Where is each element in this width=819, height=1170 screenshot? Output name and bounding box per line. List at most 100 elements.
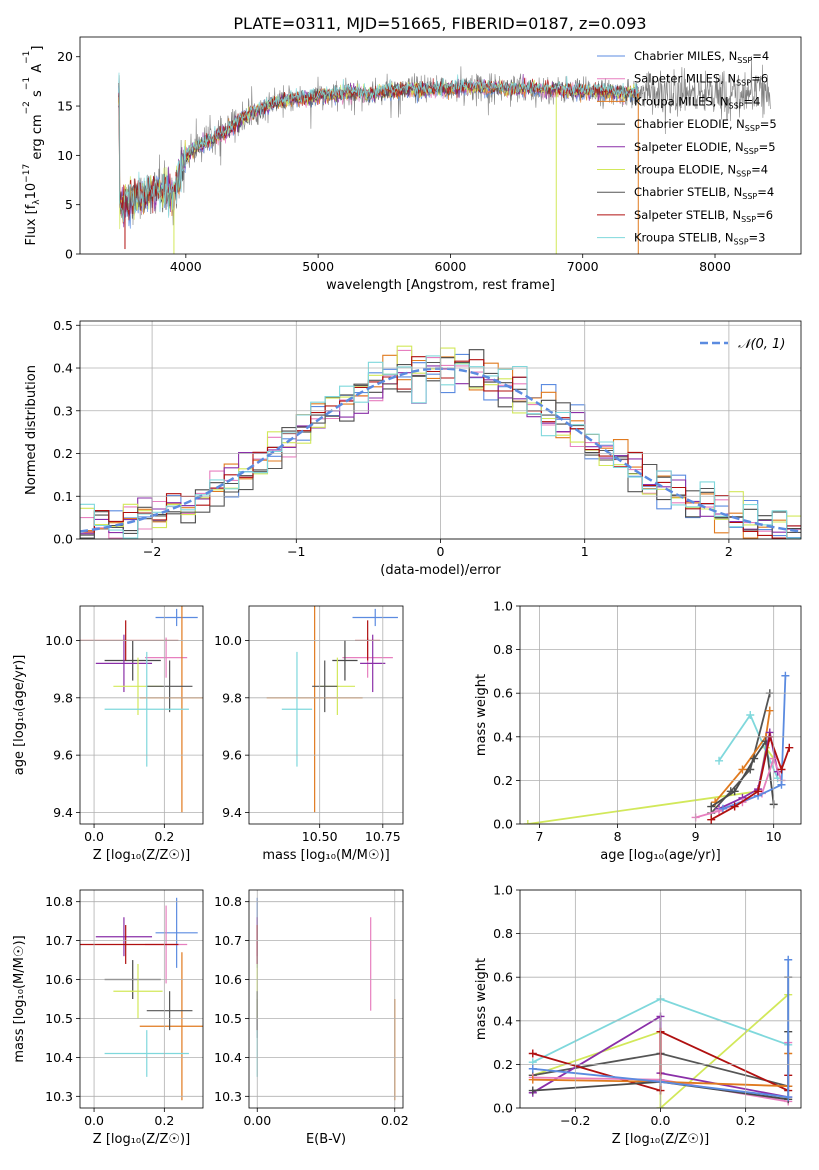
- y-label-part: erg cm: [30, 114, 45, 163]
- y-label-part: −2: [22, 101, 32, 114]
- x-tick-label: 10.50: [302, 829, 338, 844]
- plot-area: [80, 897, 203, 1101]
- x-axis-label: (data-model)/error: [380, 563, 501, 578]
- x-tick-label: 7000: [567, 259, 599, 274]
- x-tick-label: 0.02: [381, 1113, 409, 1128]
- x-tick-label: 0.00: [243, 1113, 271, 1128]
- y-label-part: λ: [32, 199, 42, 205]
- legend-label: Chabrier ELODIE, NSSP=5: [634, 117, 777, 133]
- panel-weight-vs-age: 7 8 9 10 0.0 0.2 0.4 0.6 0.8 1.0 age [log₁₀(age/yr…: [474, 599, 802, 863]
- weight-marker-kroupa_stelib: [715, 756, 724, 765]
- panel-age-vs-mass: 10.50 10.75 9.4 9.6 9.8 10.0 mass [log₁₀(M/M☉)…: [214, 605, 404, 863]
- y-tick-label: 0.4: [493, 1013, 513, 1028]
- weight-marker-chabrier_miles: [777, 780, 786, 789]
- panel-mass-vs-extinction: 0.00 0.02 10.3 10.4 10.5 10.6 10.7 10.8 E(B-V): [214, 889, 409, 1147]
- y-tick-label: 0.6: [493, 970, 513, 985]
- x-tick-label: 0.0: [651, 1113, 671, 1128]
- y-tick-label: 0.3: [53, 403, 73, 418]
- weight-marker-kroupa_stelib: [746, 711, 755, 719]
- weight-marker-chabrier_elodie: [750, 754, 759, 763]
- y-tick-label: 10.7: [214, 933, 242, 948]
- legend-label: Chabrier STELIB, NSSP=4: [634, 185, 774, 201]
- x-tick-label: 10: [766, 829, 782, 844]
- model-fit-kroupa_stelib: [118, 72, 639, 223]
- y-tick-label: 0.4: [493, 729, 513, 744]
- y-tick-label: 10.5: [45, 1011, 73, 1026]
- weight-marker-chabrier_miles: [781, 671, 790, 680]
- legend-label: Salpeter STELIB, NSSP=6: [634, 208, 773, 224]
- y-label-part: Flux [f: [24, 204, 39, 245]
- x-axis-label: Z [log₁₀(Z/Z☉)]: [93, 1132, 190, 1147]
- weight-marker-salpeter_stelib: [730, 802, 739, 811]
- x-tick-label: 0.2: [736, 1113, 756, 1128]
- y-tick-label: 0.4: [53, 361, 73, 376]
- axes-frame: [248, 889, 404, 1109]
- y-tick-label: 9.8: [53, 690, 73, 705]
- x-tick-label: 7: [536, 829, 544, 844]
- weight-marker-salpeter_stelib: [707, 815, 716, 824]
- legend-label: Salpeter ELODIE, NSSP=5: [634, 140, 776, 156]
- weight-marker-chabrier_miles: [784, 955, 793, 964]
- x-axis-label: wavelength [Angstrom, rest frame]: [326, 278, 555, 293]
- legend-label: 𝒩(0, 1): [738, 337, 785, 352]
- y-label-part: 10: [24, 183, 39, 200]
- y-tick-label: 0.0: [493, 817, 513, 832]
- weight-marker-salpeter_stelib: [754, 787, 763, 796]
- plot-area: [118, 56, 771, 254]
- y-axis-label: mass [log₁₀(M/M☉)]: [12, 935, 27, 1062]
- weight-marker-kroupa_miles: [528, 1075, 537, 1084]
- y-tick-label: 5: [65, 197, 73, 212]
- y-tick-label: 10: [57, 148, 73, 163]
- x-tick-label: 10.75: [365, 829, 401, 844]
- axes-frame: [519, 605, 802, 825]
- weight-marker-kroupa_miles: [765, 706, 774, 715]
- y-tick-label: 10.7: [45, 933, 73, 948]
- y-tick-label: 0.2: [493, 1057, 513, 1072]
- y-tick-label: 9.4: [222, 805, 242, 820]
- panel-spectrum: PLATE=0311, MJD=51665, FIBERID=0187, z=0…: [22, 14, 802, 293]
- y-tick-label: 0.0: [493, 1101, 513, 1116]
- y-tick-label: 0.0: [53, 532, 73, 547]
- y-tick-label: 0.1: [53, 489, 73, 504]
- legend-label: Salpeter MILES, NSSP=6: [634, 72, 768, 88]
- x-axis-label: E(B-V): [306, 1132, 346, 1147]
- chart-title: PLATE=0311, MJD=51665, FIBERID=0187, z=0…: [233, 14, 646, 33]
- weight-marker-kroupa_miles: [738, 765, 747, 774]
- weight-marker-salpeter_stelib: [777, 765, 786, 774]
- y-axis-label: Normed distribution: [24, 365, 39, 495]
- y-tick-label: 1.0: [493, 599, 513, 614]
- y-tick-label: 9.8: [222, 690, 242, 705]
- y-tick-label: 10.4: [45, 1050, 73, 1065]
- y-tick-label: 10.4: [214, 1050, 242, 1065]
- x-tick-label: 8000: [699, 259, 731, 274]
- weight-marker-chabrier_elodie: [707, 802, 716, 811]
- axes-frame: [248, 605, 404, 825]
- x-tick-label: 4000: [170, 259, 202, 274]
- legend-label: Kroupa MILES, NSSP=4: [634, 94, 760, 110]
- y-label-part: −17: [22, 164, 32, 183]
- y-tick-label: 9.6: [222, 748, 242, 763]
- weight-marker-salpeter_stelib: [785, 743, 794, 752]
- x-tick-label: −1: [287, 544, 305, 559]
- x-tick-label: −2: [143, 544, 161, 559]
- weight-marker-chabrier_miles: [528, 1064, 537, 1073]
- y-tick-label: 10.8: [45, 894, 73, 909]
- weight-line-chabrier_miles: [532, 959, 790, 1099]
- y-tick-label: 1.0: [493, 883, 513, 898]
- y-tick-label: 10.0: [214, 633, 242, 648]
- weight-marker-kroupa_elodie: [523, 820, 532, 824]
- y-tick-label: 10.3: [45, 1089, 73, 1104]
- axes-frame: [79, 605, 204, 825]
- y-tick-label: 9.4: [53, 805, 73, 820]
- weight-marker-chabrier_miles: [784, 1093, 793, 1102]
- y-tick-label: 10.3: [214, 1089, 242, 1104]
- weight-marker-salpeter_stelib: [528, 1049, 537, 1058]
- y-axis-label: mass weight: [474, 958, 489, 1040]
- y-tick-label: 20: [57, 49, 73, 64]
- y-tick-label: 0.5: [53, 318, 73, 333]
- x-tick-label: 5000: [302, 259, 334, 274]
- axes-frame: [79, 320, 802, 540]
- y-axis-label: mass weight: [474, 674, 489, 756]
- y-tick-label: 0.2: [493, 773, 513, 788]
